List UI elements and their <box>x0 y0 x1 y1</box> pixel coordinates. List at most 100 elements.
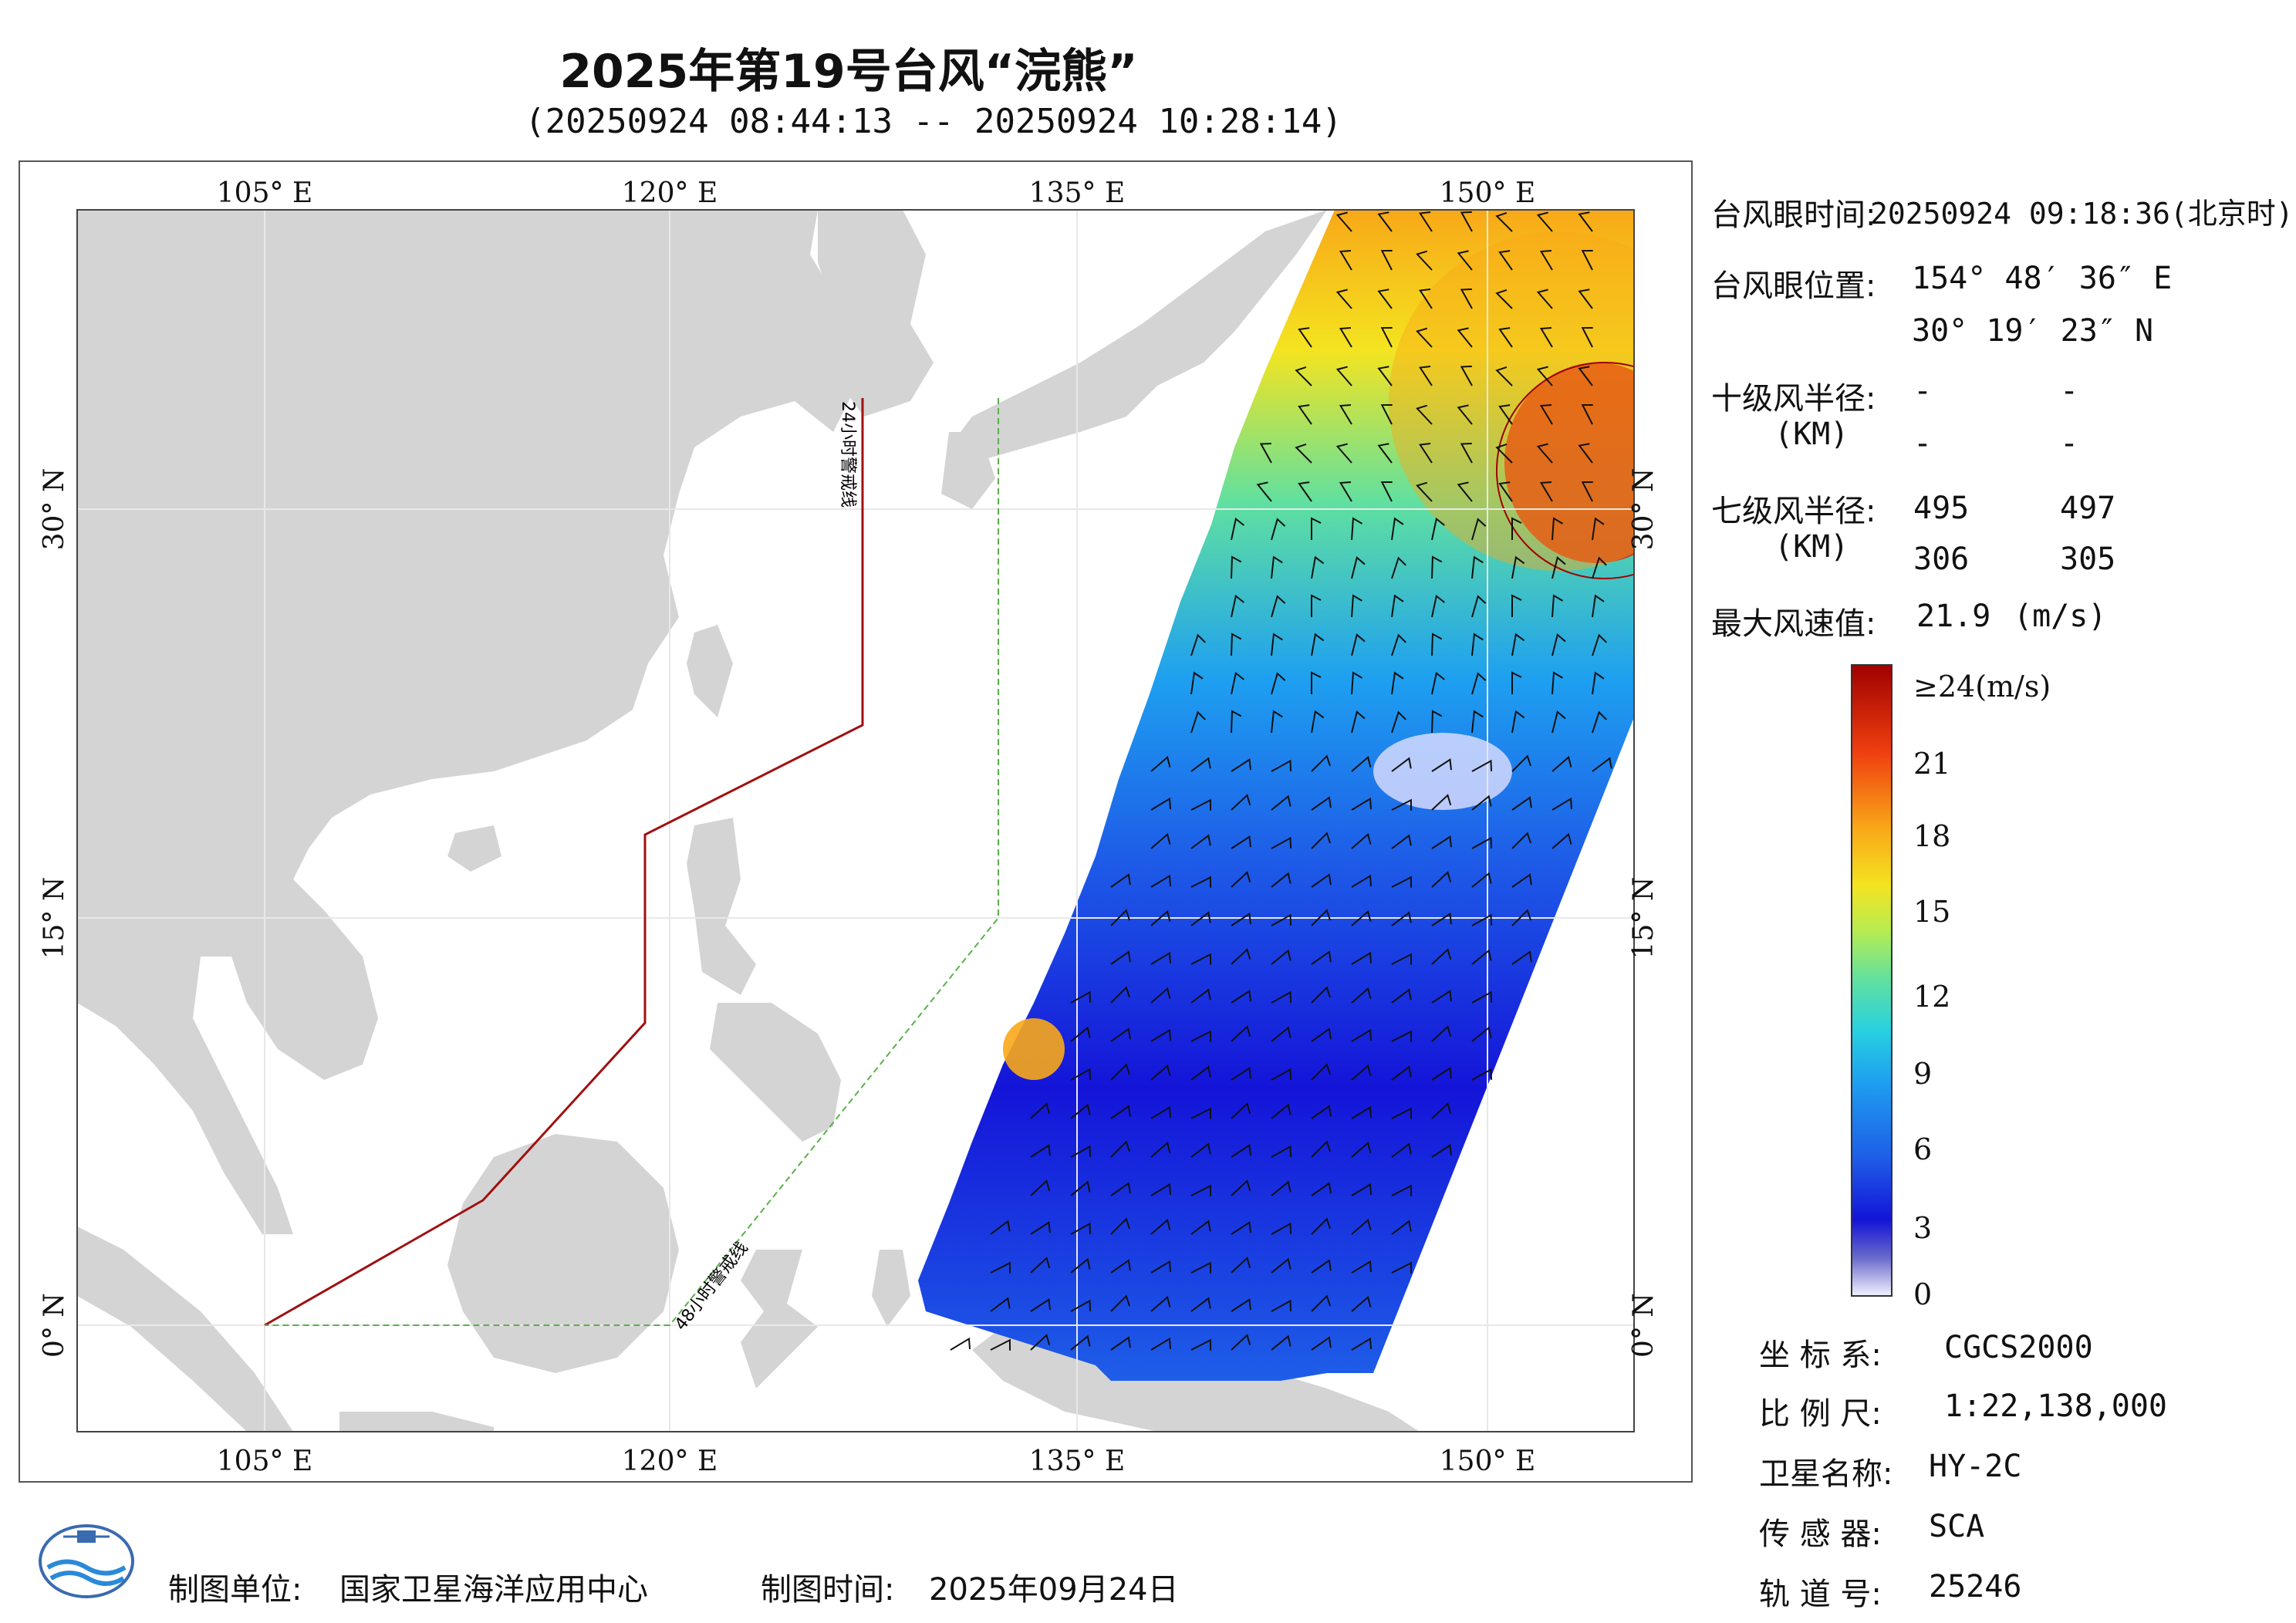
wind-barb <box>1498 250 1513 271</box>
wind-barb <box>1536 288 1553 309</box>
wind-barb <box>1150 951 1172 965</box>
wind-barb <box>1150 755 1171 772</box>
wind-barb <box>1431 671 1445 695</box>
wind-barb <box>1271 1026 1292 1042</box>
wind-barb <box>1471 518 1487 541</box>
wind-barb <box>1150 909 1171 926</box>
wind-barb <box>1380 326 1393 348</box>
warning-line-24h <box>264 398 864 1327</box>
hainan <box>447 825 501 872</box>
wind-barb <box>1391 1107 1413 1119</box>
wind-barb <box>1150 797 1172 811</box>
satellite-label: 卫星名称: <box>1759 1456 1893 1492</box>
wind-barb <box>1298 327 1312 348</box>
sensor-value: SCA <box>1929 1509 1985 1544</box>
r7-value-nw: 305 <box>2060 542 2116 577</box>
wind-barb <box>1578 366 1593 386</box>
orbit-label: 轨 道 号: <box>1759 1577 1882 1612</box>
kyushu <box>941 432 995 509</box>
wind-barb <box>1030 1334 1051 1351</box>
wind-barb <box>990 1261 1011 1274</box>
wind-barb <box>1231 1144 1251 1158</box>
wind-barb <box>1431 1025 1452 1042</box>
wind-barb <box>1511 950 1532 965</box>
r10-value-sw: - <box>1913 426 1933 461</box>
wind-barb <box>1391 1142 1412 1158</box>
wind-barb <box>1536 366 1553 386</box>
wind-barb <box>1070 1335 1091 1351</box>
sulawesi <box>741 1250 818 1388</box>
wind-barb <box>1539 249 1553 271</box>
colorbar-label-6: 6 <box>1913 1132 1933 1166</box>
wind-barb <box>1231 710 1242 734</box>
wind-barb <box>1551 517 1564 541</box>
wind-barb <box>1339 403 1352 425</box>
wind-barb <box>1271 672 1286 695</box>
wind-barb <box>1377 211 1393 232</box>
wind-barb <box>1391 798 1413 811</box>
wind-barb <box>1551 633 1566 656</box>
wind-barb <box>1391 710 1406 734</box>
wind-barb <box>1259 442 1272 464</box>
wind-barb <box>1311 633 1325 656</box>
wind-barb <box>990 1297 1011 1312</box>
wind-barb <box>1460 288 1473 309</box>
wind-barb <box>1391 556 1406 579</box>
wind-barb <box>1150 1028 1172 1042</box>
japan <box>949 210 1327 463</box>
wind-barb <box>1311 1140 1331 1158</box>
wind-barb <box>1070 1222 1092 1235</box>
wind-barb <box>1271 759 1292 772</box>
wind-barb <box>1471 759 1493 772</box>
wind-barb <box>1471 633 1484 656</box>
wind-barb <box>1431 594 1445 618</box>
wind-barb <box>1070 1026 1091 1042</box>
wind-barb <box>950 1337 971 1351</box>
lat-tick-left-15: 15° N <box>39 877 70 960</box>
wind-barb <box>1311 1027 1332 1042</box>
wind-barb <box>1231 1179 1251 1196</box>
wind-barb <box>1498 327 1513 348</box>
wind-barb <box>1581 403 1593 425</box>
wind-barb <box>1511 909 1531 926</box>
wind-barb <box>1471 1068 1493 1081</box>
local-high-wind <box>1003 1018 1065 1080</box>
date-label: 制图时间: <box>761 1572 895 1608</box>
wind-barb <box>1431 517 1445 541</box>
wind-barb <box>1511 796 1532 811</box>
wind-barb <box>1231 758 1251 772</box>
wind-barb <box>1351 710 1366 734</box>
wind-barb <box>1581 249 1593 271</box>
wind-barb <box>1030 1144 1051 1158</box>
wind-barb <box>1231 633 1242 656</box>
wind-barb <box>1551 832 1572 849</box>
wind-barb <box>1391 876 1413 888</box>
wind-barb <box>1271 990 1292 1004</box>
wind-barb <box>1150 1260 1172 1274</box>
wind-barb <box>1431 710 1443 734</box>
wind-barb <box>1551 671 1564 695</box>
wind-barb <box>1431 835 1452 849</box>
producer-label: 制图单位: <box>168 1572 302 1608</box>
wind-barb <box>1391 1030 1413 1042</box>
satellite-value: HY-2C <box>1929 1449 2022 1484</box>
wind-barb <box>1471 913 1493 926</box>
wind-barb <box>1150 874 1172 888</box>
wind-barb <box>1551 556 1566 579</box>
colorbar-label-3: 3 <box>1913 1211 1933 1245</box>
wind-barb <box>1311 1294 1331 1312</box>
wind-barb <box>1231 948 1251 965</box>
wind-barb <box>1311 754 1331 772</box>
wind-barb <box>1351 594 1363 618</box>
wind-barb <box>1460 211 1473 232</box>
colorbar-label-15: 15 <box>1913 895 1951 929</box>
wind-barb <box>1030 1179 1051 1196</box>
wind-barb <box>1271 555 1283 579</box>
wind-barb <box>1391 988 1412 1004</box>
wind-barb <box>1391 594 1404 618</box>
wind-barb <box>1457 404 1473 425</box>
wind-barb <box>1311 950 1332 965</box>
wind-barb <box>1271 1299 1292 1312</box>
r7-value-ne: 495 <box>1913 491 1970 526</box>
